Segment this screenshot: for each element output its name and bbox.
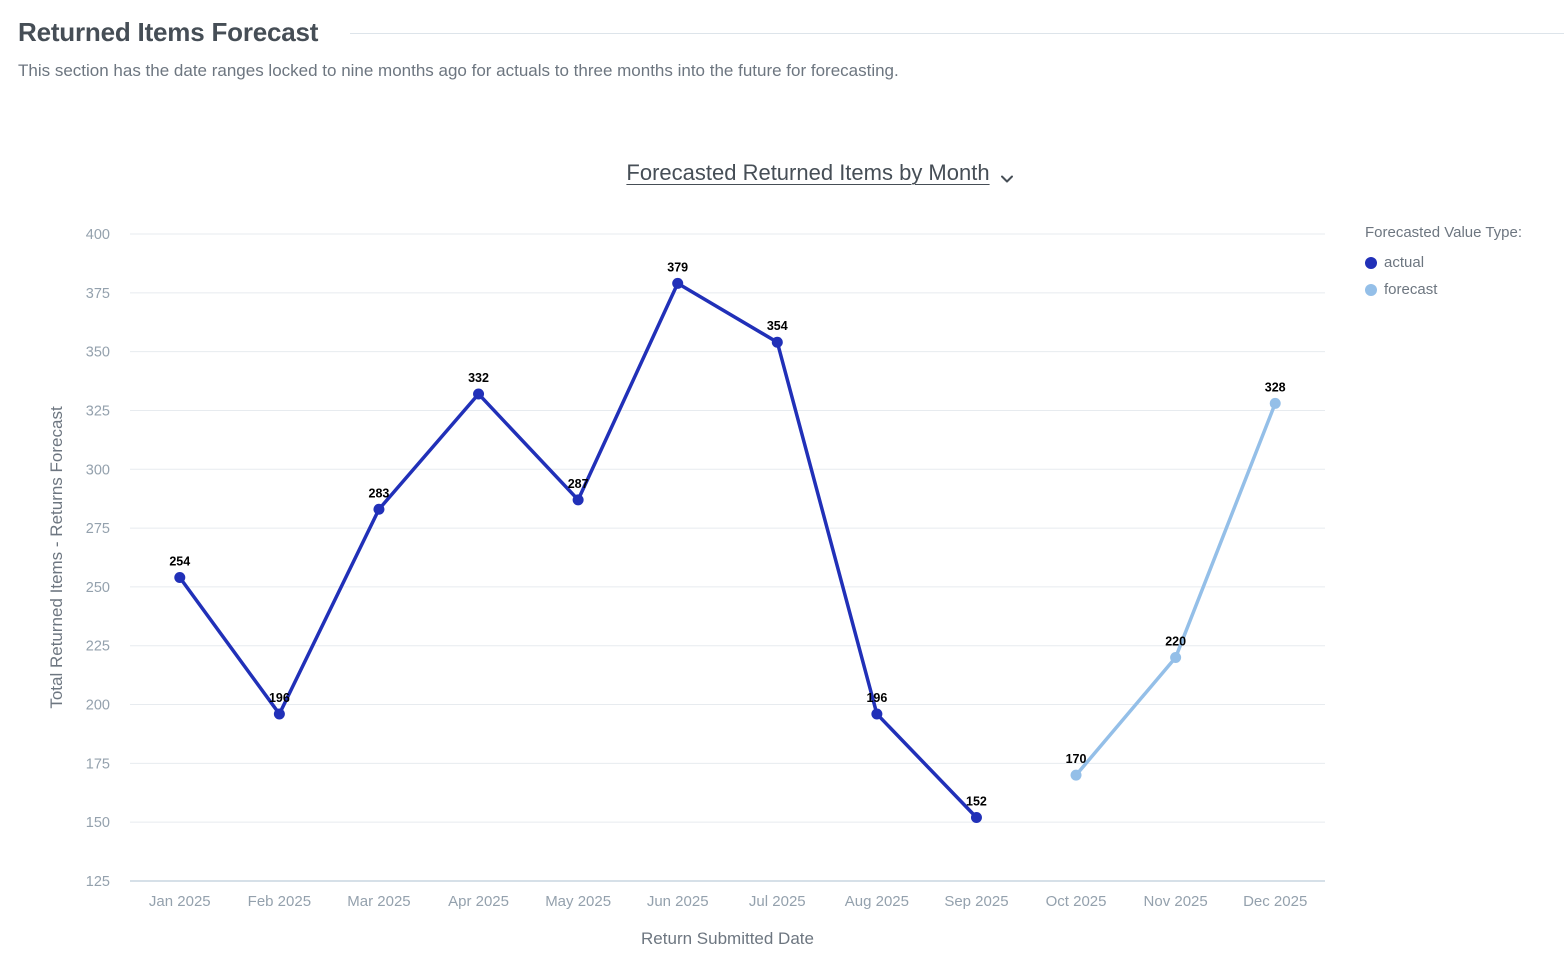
- data-point-actual: [373, 503, 385, 515]
- legend-label-forecast: forecast: [1384, 281, 1438, 298]
- y-tick-label: 375: [86, 286, 110, 302]
- data-label: 196: [269, 691, 290, 705]
- legend-swatch-actual: [1365, 256, 1377, 269]
- x-tick-label: May 2025: [545, 893, 611, 910]
- series-line-forecast: [1074, 402, 1277, 777]
- y-tick-label: 125: [86, 874, 110, 890]
- series-line-actual: [178, 281, 978, 819]
- section-title: Returned Items Forecast: [18, 16, 319, 47]
- legend-swatch-forecast: [1365, 283, 1377, 296]
- data-point-actual: [871, 708, 883, 720]
- data-label: 196: [866, 691, 887, 705]
- data-label: 170: [1066, 752, 1087, 766]
- legend-title: Forecasted Value Type:: [1365, 224, 1523, 241]
- data-point-actual: [473, 388, 485, 400]
- y-tick-label: 150: [86, 815, 110, 831]
- data-label: 220: [1165, 634, 1186, 648]
- data-point-forecast: [1070, 769, 1082, 781]
- y-tick-label: 200: [86, 698, 110, 714]
- data-label: 283: [369, 486, 390, 500]
- x-tick-label: Jun 2025: [647, 893, 709, 910]
- x-tick-label: Oct 2025: [1046, 893, 1107, 910]
- y-tick-label: 325: [86, 403, 110, 419]
- x-tick-label: Dec 2025: [1243, 893, 1307, 910]
- chevron-down-icon: [1000, 166, 1014, 183]
- data-point-forecast: [1269, 397, 1281, 409]
- section-divider: [350, 32, 1564, 34]
- chart-title-dropdown[interactable]: Forecasted Returned Items by Month: [626, 160, 1013, 186]
- legend-item-actual[interactable]: actual: [1365, 249, 1522, 276]
- section-description: This section has the date ranges locked …: [18, 61, 899, 80]
- x-tick-label: Apr 2025: [448, 893, 509, 910]
- legend: Forecasted Value Type: actual forecast: [1365, 224, 1522, 303]
- section-header: Returned Items Forecast: [18, 14, 1564, 50]
- legend-item-forecast[interactable]: forecast: [1365, 276, 1522, 303]
- y-tick-label: 275: [86, 521, 110, 537]
- y-tick-label: 300: [86, 462, 110, 478]
- x-tick-label: Jul 2025: [749, 893, 806, 910]
- data-point-actual: [970, 811, 982, 823]
- legend-label-actual: actual: [1384, 254, 1425, 271]
- data-label: 152: [966, 794, 987, 808]
- x-tick-label: Mar 2025: [347, 893, 410, 910]
- x-tick-label: Sep 2025: [944, 893, 1008, 910]
- x-tick-label: Aug 2025: [845, 893, 909, 910]
- data-point-forecast: [1170, 651, 1182, 663]
- data-point-actual: [672, 277, 684, 289]
- data-label: 332: [468, 371, 489, 385]
- data-label: 354: [767, 319, 788, 333]
- chart-title: Forecasted Returned Items by Month: [626, 160, 990, 185]
- chart-title-container: Forecasted Returned Items by Month: [0, 160, 1564, 186]
- y-tick-label: 225: [86, 639, 110, 655]
- y-tick-label: 175: [86, 756, 110, 772]
- y-tick-label: 250: [86, 580, 110, 596]
- y-axis-title: Total Returned Items - Returns Forecast: [47, 406, 66, 709]
- data-label: 379: [667, 260, 688, 274]
- x-tick-label: Jan 2025: [149, 893, 211, 910]
- data-label: 287: [568, 477, 589, 491]
- x-tick-label: Feb 2025: [248, 893, 311, 910]
- data-label: 328: [1265, 380, 1286, 394]
- x-tick-label: Nov 2025: [1144, 893, 1208, 910]
- data-point-actual: [771, 336, 783, 348]
- data-point-actual: [273, 708, 285, 720]
- y-tick-label: 400: [86, 227, 110, 243]
- x-axis-title: Return Submitted Date: [641, 929, 814, 948]
- y-tick-label: 350: [86, 345, 110, 361]
- data-label: 254: [169, 554, 190, 568]
- data-point-actual: [174, 571, 186, 583]
- data-point-actual: [572, 494, 584, 506]
